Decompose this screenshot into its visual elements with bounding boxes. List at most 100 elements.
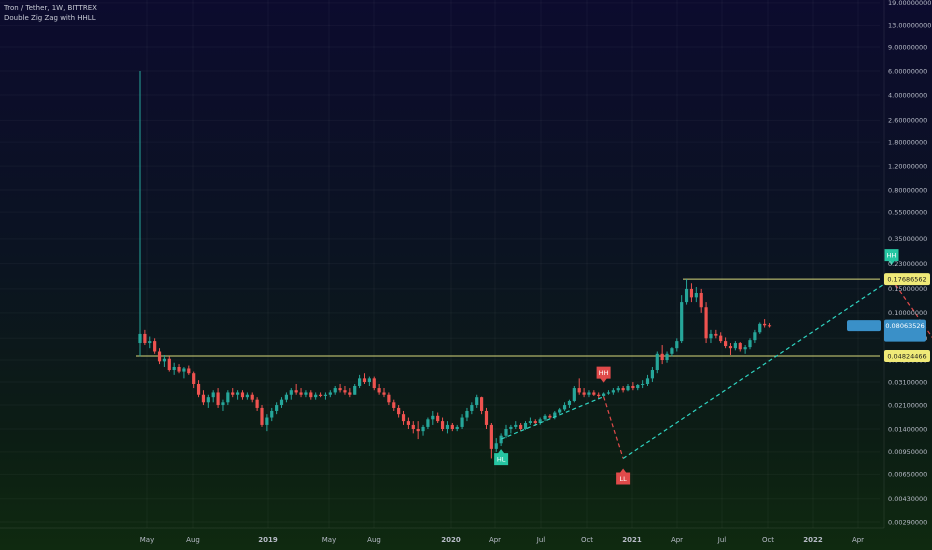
candle-body	[314, 394, 318, 398]
price-tick-label: 0.80000000	[888, 186, 927, 194]
candle-body	[299, 392, 303, 395]
time-tick-label: May	[322, 536, 336, 544]
pivot-label-shape	[596, 366, 611, 383]
candle-body	[533, 421, 537, 423]
price-tags: 0.17686562 0.04824466 0.08063526	[847, 273, 930, 362]
chart-legend: Tron / Tether, 1W, BITTREX Double Zig Za…	[4, 3, 97, 23]
candle-body	[157, 351, 162, 362]
pivot-labels: HLHHLLHHHL	[494, 249, 899, 485]
candle-body	[460, 417, 464, 427]
candle-body	[470, 405, 474, 411]
price-tick-label: 6.00000000	[888, 67, 927, 75]
candle-body	[714, 333, 718, 336]
candle-body	[465, 410, 469, 418]
candle-body	[304, 392, 308, 395]
candle-body	[265, 417, 269, 425]
candle-body	[621, 388, 625, 391]
candle-body	[328, 392, 332, 395]
candle-body	[709, 333, 713, 339]
price-tick-label: 0.55000000	[888, 208, 927, 216]
candle-body	[260, 407, 264, 425]
time-tick-label: Apr	[852, 536, 864, 544]
pivot-label: HH	[596, 366, 611, 383]
candle-body	[353, 385, 357, 395]
zigzag-segment	[500, 396, 604, 440]
candle-body	[450, 424, 454, 430]
candle-body	[255, 399, 259, 408]
candle-body	[616, 388, 620, 391]
candle-body	[406, 421, 410, 425]
candle-body	[699, 292, 703, 308]
candle-body	[162, 358, 166, 362]
pivot-label-text: HL	[497, 456, 506, 464]
candle-body	[504, 429, 508, 436]
candle-body	[318, 394, 323, 396]
time-tick-label: Oct	[581, 536, 593, 544]
time-tick-label: Jul	[536, 536, 546, 544]
grid-lines	[0, 0, 880, 528]
level-price-tag-text: 0.17686562	[887, 276, 926, 284]
time-tick-label: Oct	[762, 536, 774, 544]
pivot-label: LL	[616, 468, 631, 485]
candle-body	[411, 424, 415, 430]
candle-body	[582, 392, 586, 395]
symbol-title[interactable]: Tron / Tether, 1W, BITTREX	[4, 4, 97, 12]
price-tick-label: 0.15000000	[888, 285, 927, 293]
candle-body	[650, 370, 654, 379]
price-tick-label: 4.00000000	[888, 91, 927, 99]
time-tick-label: Aug	[367, 536, 381, 544]
price-tick-label: 1.80000000	[888, 138, 927, 146]
candle-body	[377, 388, 381, 393]
candle-body	[694, 292, 698, 298]
current-price-tag-text: 0.08063526	[885, 322, 924, 330]
candle-body	[367, 378, 371, 383]
candle-body	[216, 392, 220, 406]
price-tick-label: 0.00950000	[888, 448, 927, 456]
candle-body	[206, 397, 210, 403]
level-price-tag	[884, 349, 930, 362]
candle-body	[226, 392, 230, 403]
zigzag-segment	[891, 278, 932, 339]
indicator-title[interactable]: Double Zig Zag with HHLL	[4, 14, 96, 22]
pivot-label-shape	[884, 249, 899, 266]
price-tick-label: 13.00000000	[888, 22, 931, 30]
level-price-tag-text: 0.04824466	[887, 352, 926, 360]
candle-body	[577, 388, 581, 393]
time-axis[interactable]: May Aug 2019 May Aug 2020 Apr Jul Oct 2021 Apr Jul O…	[0, 527, 884, 544]
symbol-price-tag	[847, 320, 881, 332]
candle-body	[704, 307, 708, 339]
candle-body	[182, 368, 186, 372]
candle-body	[421, 426, 425, 432]
pivot-label-text: HH	[887, 252, 897, 260]
candle-body	[753, 332, 757, 341]
time-tick-label: 2021	[622, 536, 642, 544]
price-tick-label: 0.00430000	[888, 495, 927, 503]
time-tick-label: Apr	[671, 536, 683, 544]
candle-body	[514, 424, 518, 427]
candle-body	[489, 424, 493, 449]
pivot-label-text: LL	[619, 475, 627, 483]
candle-body	[245, 394, 249, 398]
candle-body	[358, 378, 362, 386]
candle-body	[592, 392, 596, 395]
time-tick-label: Apr	[489, 536, 501, 544]
candle-body	[177, 366, 181, 372]
candle-body	[553, 412, 557, 418]
time-tick-label: 2022	[803, 536, 823, 544]
time-tick-label: 2020	[441, 536, 461, 544]
price-tick-label: 19.00000000	[888, 0, 931, 7]
zigzag-segment	[603, 396, 624, 459]
time-tick-label: Jul	[717, 536, 727, 544]
price-axis[interactable]: 19.00000000 13.00000000 9.00000000 6.000000…	[883, 0, 931, 528]
candle-body	[562, 405, 567, 410]
candle-body	[689, 288, 694, 298]
candle-body	[631, 385, 635, 389]
candle-body	[236, 392, 240, 395]
pivot-label: HL	[494, 449, 509, 466]
candle-body	[572, 388, 576, 401]
price-tick-label: 0.02100000	[888, 401, 927, 409]
candle-body	[543, 415, 547, 420]
price-tick-label: 0.35000000	[888, 235, 927, 243]
